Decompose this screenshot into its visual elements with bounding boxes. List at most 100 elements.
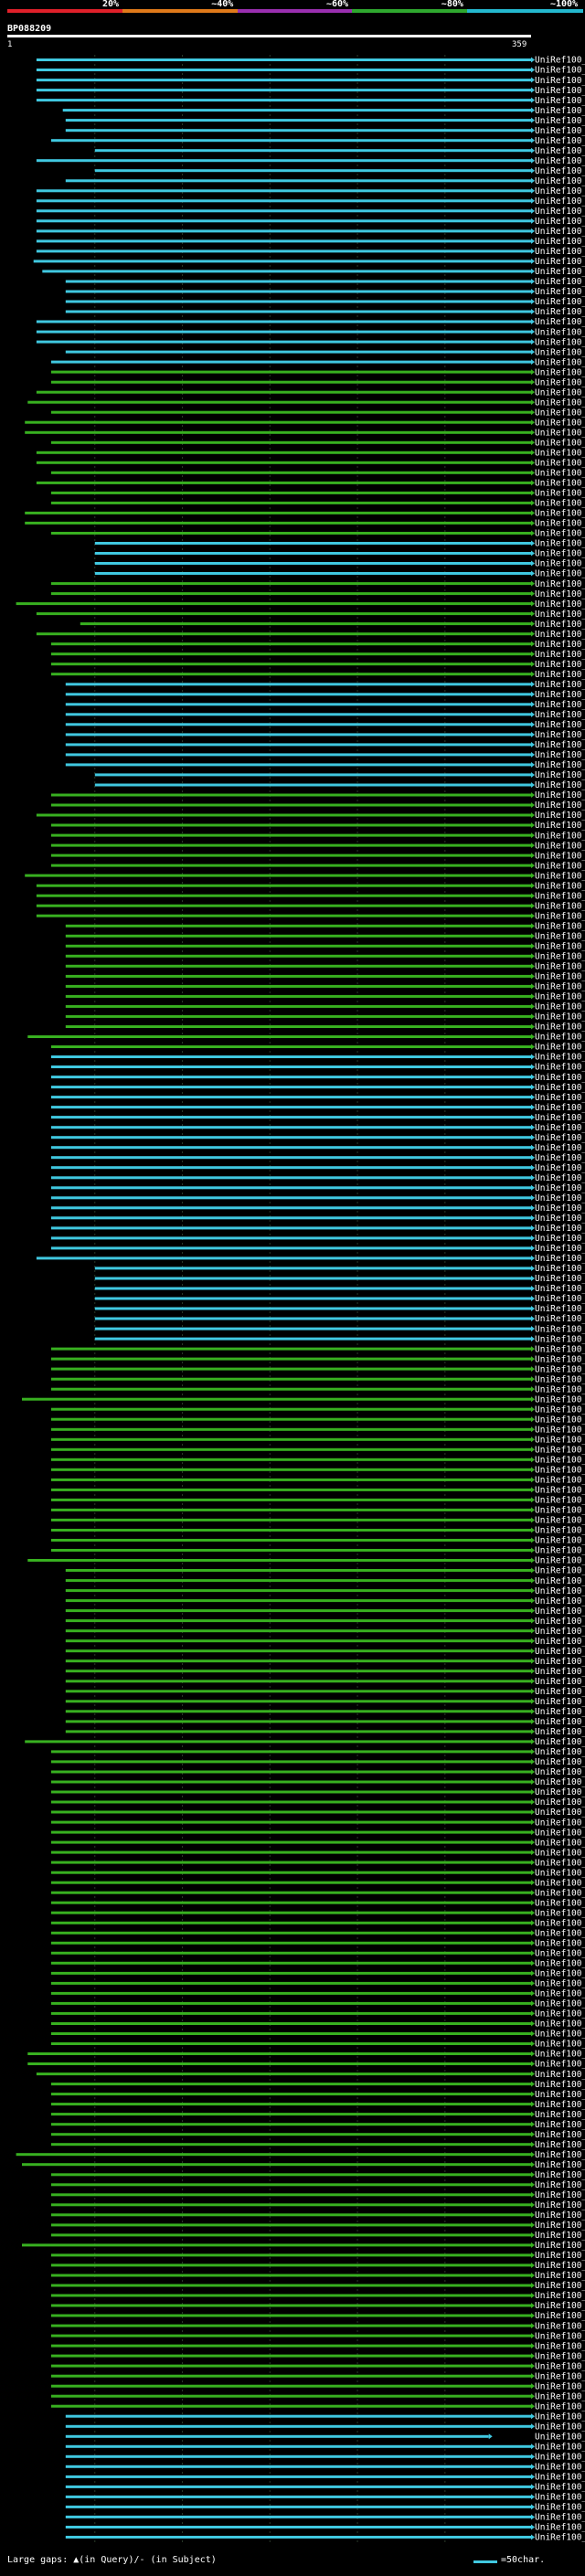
hit-bar[interactable] — [65, 2444, 532, 2448]
hit-bar[interactable] — [50, 1549, 531, 1552]
hit-bar[interactable] — [50, 501, 531, 504]
hit-bar[interactable] — [36, 69, 531, 71]
hit-bar[interactable] — [65, 1609, 532, 1613]
hit-label[interactable]: UniRef100_Q6BKH0 — [535, 780, 585, 790]
hit-bar[interactable] — [50, 2334, 531, 2337]
hit-bar[interactable] — [50, 2133, 531, 2136]
hit-bar[interactable] — [50, 471, 531, 474]
hit-label[interactable]: UniRef100_Q41823 — [535, 690, 585, 700]
hit-bar[interactable] — [50, 1850, 531, 1854]
hit-label[interactable]: UniRef100_P27496 — [535, 1999, 585, 2009]
hit-bar[interactable] — [50, 2344, 531, 2348]
hit-label[interactable]: UniRef100_C6TH32 — [535, 2523, 585, 2533]
hit-bar[interactable] — [22, 2163, 531, 2167]
hit-label[interactable]: UniRef100_Q59142 — [535, 2371, 585, 2381]
hit-bar[interactable] — [50, 1820, 531, 1824]
hit-label[interactable]: UniRef100_C1K5R2 — [535, 700, 585, 710]
hit-label[interactable]: UniRef100_P04778 — [535, 1586, 585, 1596]
hit-label[interactable]: UniRef100_Q40934 — [535, 559, 585, 569]
hit-bar[interactable] — [50, 1881, 531, 1884]
hit-label[interactable]: UniRef100_Q93WE0 — [535, 66, 585, 76]
hit-label[interactable]: UniRef100_P27493 — [535, 1043, 585, 1053]
hit-bar[interactable] — [65, 1730, 532, 1733]
hit-bar[interactable] — [65, 1579, 532, 1583]
hit-label[interactable]: UniRef100_B9T0C1 — [535, 640, 585, 650]
hit-label[interactable]: UniRef100_Q1EPT5 — [535, 2221, 585, 2231]
hit-bar[interactable] — [65, 300, 532, 303]
hit-label[interactable]: UniRef100_C1K5B7 — [535, 891, 585, 901]
hit-label[interactable]: UniRef100_B9GSZ2 — [535, 1828, 585, 1838]
hit-bar[interactable] — [50, 793, 531, 797]
hit-label[interactable]: UniRef100_A2SY45 — [535, 86, 585, 96]
hit-label[interactable]: UniRef100_Q9S7J7 — [535, 1264, 585, 1274]
hit-bar[interactable] — [94, 783, 532, 787]
hit-label[interactable]: UniRef100_Q04687 — [535, 2140, 585, 2150]
hit-label[interactable]: UniRef100_Q5NAQ6 — [535, 459, 585, 469]
hit-bar[interactable] — [50, 2304, 531, 2307]
hit-label[interactable]: UniRef100_C6TNE6 — [535, 1546, 585, 1556]
hit-bar[interactable] — [50, 1407, 531, 1411]
hit-label[interactable]: UniRef100_B3VN37 — [535, 1214, 585, 1224]
hit-bar[interactable] — [50, 1770, 531, 1774]
hit-label[interactable]: UniRef100_B0ILF1 — [535, 1123, 585, 1133]
hit-label[interactable]: UniRef100_Q92P08 — [535, 1848, 585, 1858]
hit-bar[interactable] — [50, 1096, 531, 1099]
hit-label[interactable]: UniRef100_C6TLN4 — [535, 881, 585, 891]
hit-bar[interactable] — [50, 1860, 531, 1864]
hit-bar[interactable] — [50, 1529, 531, 1532]
hit-bar[interactable] — [27, 2062, 532, 2065]
hit-bar[interactable] — [94, 1337, 532, 1341]
hit-bar[interactable] — [50, 1971, 531, 1975]
hit-bar[interactable] — [50, 1206, 531, 1210]
hit-bar[interactable] — [50, 1387, 531, 1391]
hit-bar[interactable] — [50, 642, 531, 646]
hit-label[interactable]: UniRef100_B0LHV2 — [535, 610, 585, 620]
hit-bar[interactable] — [65, 954, 532, 958]
hit-bar[interactable] — [50, 1941, 531, 1945]
hit-label[interactable]: UniRef100_A7Q0V3 — [535, 1466, 585, 1476]
hit-label[interactable]: UniRef100_A9T914 — [535, 1344, 585, 1354]
hit-bar[interactable] — [50, 2042, 531, 2045]
hit-label[interactable]: UniRef100_Q84TM7 — [535, 932, 585, 942]
hit-bar[interactable] — [65, 1004, 532, 1008]
hit-bar[interactable] — [50, 2083, 531, 2086]
hit-label[interactable]: UniRef100_Q6UW76 — [535, 2070, 585, 2080]
hit-label[interactable]: UniRef100_Q4VV48 — [535, 2090, 585, 2100]
hit-bar[interactable] — [65, 1025, 532, 1028]
hit-bar[interactable] — [65, 2424, 532, 2428]
hit-label[interactable]: UniRef100_Q5LKJ0 — [535, 1183, 585, 1193]
hit-label[interactable]: UniRef100_P12471 — [535, 1254, 585, 1264]
hit-label[interactable]: UniRef100_P12328 — [535, 670, 585, 680]
hit-label[interactable]: UniRef100_Q85279 — [535, 297, 585, 307]
hit-bar[interactable] — [50, 673, 531, 676]
hit-label[interactable]: UniRef100_A2SY46 — [535, 1727, 585, 1737]
hit-label[interactable]: UniRef100_P14273 — [535, 367, 585, 377]
hit-label[interactable]: UniRef100_Q4VV56 — [535, 2473, 585, 2483]
hit-label[interactable]: UniRef100_Q5IK58 — [535, 1757, 585, 1767]
hit-bar[interactable] — [50, 2213, 531, 2217]
hit-label[interactable]: UniRef100_Q85300 — [535, 347, 585, 357]
hit-bar[interactable] — [65, 1670, 532, 1673]
hit-bar[interactable] — [50, 2223, 531, 2227]
hit-label[interactable]: UniRef100_Q40247 — [535, 1203, 585, 1214]
hit-label[interactable]: UniRef100_A9TL35 — [535, 901, 585, 911]
hit-bar[interactable] — [65, 2454, 532, 2458]
hit-bar[interactable] — [50, 1921, 531, 1924]
hit-label[interactable]: UniRef100_B6T1M1 — [535, 429, 585, 439]
hit-label[interactable]: UniRef100_O84694 — [535, 1858, 585, 1868]
hit-bar[interactable] — [65, 934, 532, 938]
hit-label[interactable]: UniRef100_Q4VV47 — [535, 2100, 585, 2110]
hit-bar[interactable] — [50, 1437, 531, 1441]
hit-bar[interactable] — [36, 159, 531, 163]
hit-bar[interactable] — [50, 2394, 531, 2398]
hit-label[interactable]: UniRef100_P04782 — [535, 2422, 585, 2433]
hit-label[interactable]: UniRef100_A3FPK2 — [535, 1647, 585, 1657]
hit-bar[interactable] — [50, 803, 531, 807]
hit-label[interactable]: UniRef100_P10049 — [535, 790, 585, 800]
hit-label[interactable]: UniRef100_Q5VEV0 — [535, 317, 585, 327]
hit-label[interactable]: UniRef100_Q40657 — [535, 1536, 585, 1546]
hit-label[interactable]: UniRef100_A9SGM1 — [535, 982, 585, 992]
hit-label[interactable]: UniRef100_Q4VV52 — [535, 2483, 585, 2493]
hit-label[interactable]: UniRef100_P12329 — [535, 1737, 585, 1747]
hit-bar[interactable] — [65, 2495, 532, 2498]
